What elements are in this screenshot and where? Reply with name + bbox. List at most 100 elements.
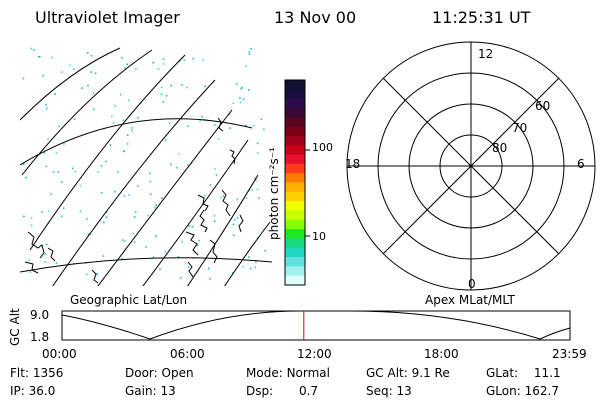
speckle-dot [54,93,56,95]
speckle-dot [191,225,194,228]
speckle-dot [57,171,60,173]
speckle-dot [215,174,218,176]
speckle-dot [250,48,252,50]
speckle-dot [74,170,77,173]
speckle-dot [71,167,74,170]
speckle-dot [90,55,93,57]
speckle-dot [258,197,260,200]
speckle-dot [55,151,58,154]
speckle-dot [256,142,259,145]
speckle-dot [112,122,115,124]
speckle-dot [159,268,161,271]
gc-alt-plot-frame [61,310,571,341]
speckle-dot [121,56,123,59]
colorbar-band [285,210,305,221]
speckle-dot [162,58,165,60]
speckle-dot [232,223,235,226]
speckle-dot [63,143,65,145]
speckle-dot [214,124,216,126]
speckle-dot [245,124,247,127]
speckle-dot [22,163,25,166]
speckle-dot [86,218,88,220]
speckle-dot [47,138,49,140]
speckle-dot [242,98,245,101]
speckle-dot [234,219,236,221]
speckle-dot [176,166,178,169]
speckle-dot [188,225,190,227]
speckle-dot [204,194,206,197]
speckle-dot [29,271,32,273]
speckle-dot [202,59,204,62]
speckle-dot [214,168,216,170]
speckle-dot [181,240,183,243]
time-label: 11:25:31 UT [432,8,531,27]
instrument-title: Ultraviolet Imager [35,8,180,27]
speckle-dot [45,103,47,106]
speckle-dot [236,216,239,219]
speckle-dot [232,234,235,237]
speckle-dot [228,113,231,115]
speckle-dot [55,262,58,264]
speckle-dot [160,86,163,88]
apex-panel-label: Apex MLat/MLT [425,293,515,307]
speckle-dot [201,115,203,118]
speckle-dot [165,95,168,97]
speckle-dot [96,273,98,275]
colorbar-band [285,154,305,165]
speckle-dot [73,118,76,120]
speckle-dot [47,210,50,212]
info-ip: IP: 36.0 [10,384,56,398]
mlt-label-18: 18 [345,157,360,171]
mlat-label-80: 80 [492,141,507,155]
speckle-dot [134,211,137,213]
speckle-dot [86,52,89,54]
mlt-label-6: 6 [577,157,585,171]
speckle-dot [126,134,129,136]
speckle-dot [248,256,250,258]
speckle-dot [147,214,149,217]
speckle-dot [68,64,71,67]
speckle-dot [41,211,43,213]
speckle-dot [119,93,122,96]
speckle-dot [45,165,47,168]
speckle-dot [149,180,152,183]
geographic-panel-label: Geographic Lat/Lon [70,293,188,307]
speckle-dot [236,198,239,201]
speckle-dot [105,216,108,218]
speckle-dot [155,235,157,238]
speckle-dot [28,259,30,261]
speckle-dot [245,197,248,200]
speckle-dot [42,74,44,77]
speckle-dot [50,193,52,195]
speckle-dot [114,105,117,107]
uv-speckle-noise [22,47,266,280]
speckle-dot [44,253,47,256]
speckle-dot [114,190,116,193]
speckle-dot [52,171,55,174]
speckle-dot [255,179,257,181]
speckle-dot [62,207,65,210]
speckle-dot [39,56,41,58]
info-mode: Mode: Normal [246,366,330,380]
speckle-dot [133,241,136,244]
speckle-dot [162,101,165,103]
speckle-dot [240,101,242,104]
speckle-dot [220,197,222,199]
speckle-dot [45,107,48,110]
colorbar-band [285,89,305,100]
speckle-dot [161,197,163,200]
speckle-dot [30,224,33,227]
speckle-dot [137,117,139,119]
speckle-dot [256,152,259,154]
speckle-dot [61,181,63,183]
speckle-dot [145,246,147,248]
speckle-dot [249,267,252,270]
colorbar-band [285,98,305,109]
speckle-dot [199,119,202,122]
speckle-dot [240,86,243,89]
mlat-label-70: 70 [512,121,527,135]
time-tick-1800: 18:00 [424,347,459,361]
speckle-dot [101,192,103,194]
speckle-dot [254,177,256,180]
speckle-dot [260,118,263,121]
